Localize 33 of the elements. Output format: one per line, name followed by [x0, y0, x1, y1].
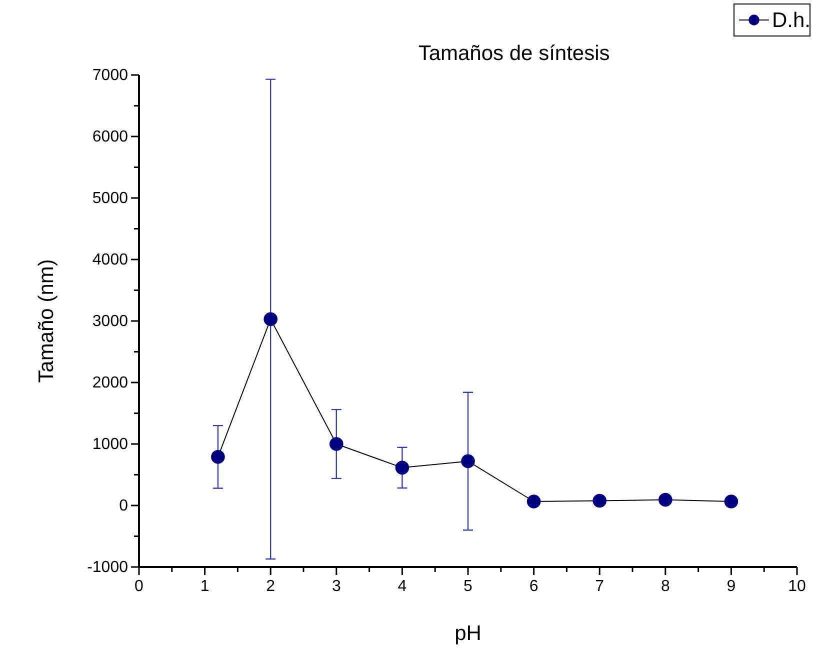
x-tick-label: 3	[332, 578, 341, 595]
y-tick-label: 3000	[92, 313, 128, 330]
x-tick-label: 9	[726, 578, 736, 595]
y-tick-label: 1000	[92, 436, 128, 454]
y-tick-label: 5000	[92, 190, 128, 208]
point	[264, 312, 278, 326]
point	[526, 494, 541, 508]
x-tick-label: 8	[660, 578, 670, 595]
point	[724, 494, 738, 508]
point	[658, 492, 672, 507]
chart-title: Tamaños de síntesis	[418, 42, 610, 65]
y-tick-label: -1000	[87, 559, 128, 576]
x-tick-label: 1	[200, 578, 210, 595]
point	[395, 460, 410, 475]
x-tick-label: 6	[529, 578, 538, 595]
y-tick-label: 4000	[92, 252, 128, 269]
legend-label: D.h.	[772, 9, 811, 32]
y-tick-label: 6000	[92, 128, 128, 146]
y-tick-label: 2000	[92, 374, 128, 392]
x-tick-label: 2	[266, 578, 276, 595]
y-tick-label: 7000	[92, 67, 128, 84]
y-axis-title: Tamaño (nm)	[35, 259, 58, 383]
x-axis-title: pH	[454, 622, 482, 645]
x-tick-label: 4	[398, 578, 407, 595]
y-tick-label: 0	[119, 498, 128, 515]
x-tick-label: 5	[464, 578, 473, 595]
point	[461, 454, 475, 468]
point	[592, 494, 607, 508]
point	[211, 450, 225, 464]
point	[329, 437, 344, 451]
x-tick-label: 0	[134, 578, 144, 595]
x-tick-label: 7	[595, 578, 604, 595]
x-tick-label: 10	[788, 578, 806, 595]
